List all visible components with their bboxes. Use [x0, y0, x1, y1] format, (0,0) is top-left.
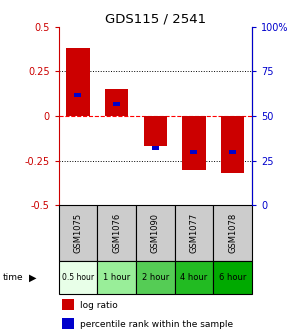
Bar [175, 205, 213, 261]
Bar [97, 205, 136, 261]
Bar [175, 261, 213, 294]
Bar [182, 116, 206, 170]
Text: percentile rank within the sample: percentile rank within the sample [80, 320, 233, 329]
Bar [144, 116, 167, 146]
Text: log ratio: log ratio [80, 301, 117, 309]
Bar [213, 205, 252, 261]
Bar [152, 146, 159, 150]
Text: time: time [3, 274, 23, 282]
Text: GSM1076: GSM1076 [112, 213, 121, 253]
Bar [97, 261, 136, 294]
Bar [213, 261, 252, 294]
Text: GSM1090: GSM1090 [151, 213, 160, 253]
Text: 6 hour: 6 hour [219, 274, 246, 282]
Text: 4 hour: 4 hour [180, 274, 208, 282]
Bar [59, 205, 97, 261]
Bar [190, 150, 197, 154]
Bar [66, 48, 90, 116]
Bar [136, 205, 175, 261]
Bar [113, 101, 120, 106]
Bar [229, 150, 236, 154]
Bar [62, 299, 74, 310]
Bar [105, 89, 128, 116]
Text: GSM1077: GSM1077 [190, 213, 198, 253]
Bar [59, 261, 97, 294]
Text: 0.5 hour: 0.5 hour [62, 274, 94, 282]
Text: GSM1078: GSM1078 [228, 213, 237, 253]
Bar [221, 116, 244, 173]
Title: GDS115 / 2541: GDS115 / 2541 [105, 13, 206, 26]
Bar [74, 93, 81, 97]
Text: 1 hour: 1 hour [103, 274, 130, 282]
Text: GSM1075: GSM1075 [74, 213, 82, 253]
Bar [136, 261, 175, 294]
Text: ▶: ▶ [29, 273, 37, 283]
Text: 2 hour: 2 hour [142, 274, 169, 282]
Bar [62, 318, 74, 329]
